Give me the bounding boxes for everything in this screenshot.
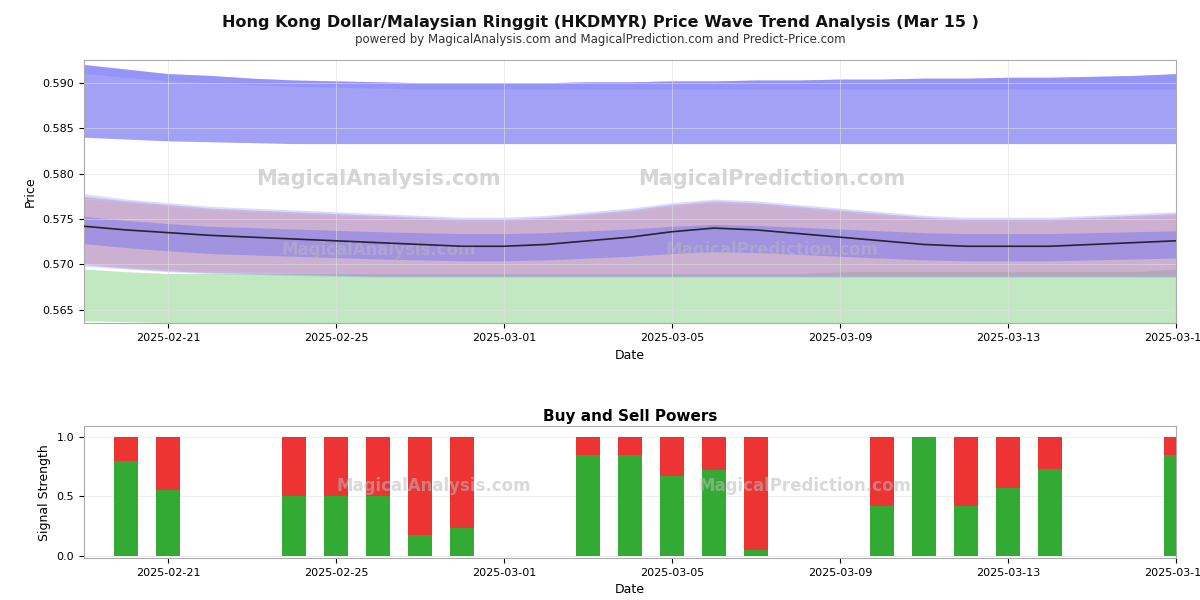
Title: Buy and Sell Powers: Buy and Sell Powers bbox=[542, 409, 718, 424]
Bar bbox=[870, 437, 894, 506]
Bar bbox=[1164, 455, 1188, 556]
Text: MagicalAnalysis.com: MagicalAnalysis.com bbox=[257, 169, 502, 188]
Text: MagicalPrediction.com: MagicalPrediction.com bbox=[666, 241, 878, 259]
Bar bbox=[114, 461, 138, 556]
Bar bbox=[156, 490, 180, 556]
Bar bbox=[576, 437, 600, 455]
Bar bbox=[744, 437, 768, 550]
Bar bbox=[1038, 437, 1062, 469]
Bar bbox=[450, 529, 474, 556]
Y-axis label: Price: Price bbox=[24, 176, 37, 207]
X-axis label: Date: Date bbox=[616, 583, 646, 596]
Text: MagicalPrediction.com: MagicalPrediction.com bbox=[698, 476, 911, 494]
Bar bbox=[996, 437, 1020, 488]
Bar bbox=[660, 476, 684, 556]
Bar bbox=[954, 437, 978, 506]
Bar bbox=[744, 550, 768, 556]
Bar bbox=[408, 437, 432, 535]
Text: MagicalPrediction.com: MagicalPrediction.com bbox=[638, 169, 906, 188]
Bar bbox=[366, 496, 390, 556]
Text: MagicalAnalysis.com: MagicalAnalysis.com bbox=[336, 476, 530, 494]
X-axis label: Date: Date bbox=[616, 349, 646, 362]
Bar bbox=[912, 437, 936, 556]
Text: MagicalAnalysis.com: MagicalAnalysis.com bbox=[282, 241, 476, 259]
Bar bbox=[1164, 437, 1188, 455]
Bar bbox=[114, 437, 138, 461]
Bar bbox=[618, 437, 642, 455]
Bar bbox=[660, 437, 684, 476]
Y-axis label: Signal Strength: Signal Strength bbox=[38, 444, 52, 541]
Text: Hong Kong Dollar/Malaysian Ringgit (HKDMYR) Price Wave Trend Analysis (Mar 15 ): Hong Kong Dollar/Malaysian Ringgit (HKDM… bbox=[222, 15, 978, 30]
Bar bbox=[702, 437, 726, 470]
Bar bbox=[282, 496, 306, 556]
Bar bbox=[366, 437, 390, 496]
Bar bbox=[324, 437, 348, 496]
Bar bbox=[618, 455, 642, 556]
Text: powered by MagicalAnalysis.com and MagicalPrediction.com and Predict-Price.com: powered by MagicalAnalysis.com and Magic… bbox=[355, 33, 845, 46]
Bar bbox=[282, 437, 306, 496]
Bar bbox=[1038, 469, 1062, 556]
Bar bbox=[576, 455, 600, 556]
Bar bbox=[702, 470, 726, 556]
Bar bbox=[996, 488, 1020, 556]
Bar bbox=[450, 437, 474, 529]
Bar bbox=[870, 506, 894, 556]
Bar bbox=[408, 535, 432, 556]
Bar bbox=[156, 437, 180, 490]
Bar bbox=[954, 506, 978, 556]
Bar bbox=[324, 496, 348, 556]
